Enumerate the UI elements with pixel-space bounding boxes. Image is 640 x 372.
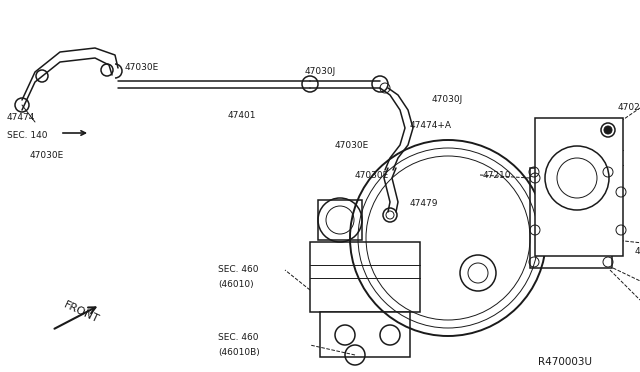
Circle shape: [604, 126, 612, 134]
Text: 47210: 47210: [483, 170, 511, 180]
Text: 47030E: 47030E: [30, 151, 64, 160]
Text: 47211: 47211: [635, 247, 640, 257]
Text: 47020B: 47020B: [618, 103, 640, 112]
Text: (46010): (46010): [218, 280, 253, 289]
FancyBboxPatch shape: [310, 242, 420, 312]
Text: (46010B): (46010B): [218, 349, 260, 357]
Text: SEC. 460: SEC. 460: [218, 334, 259, 343]
FancyBboxPatch shape: [530, 168, 612, 268]
Text: 47030E: 47030E: [125, 64, 159, 73]
Text: 47479: 47479: [410, 199, 438, 208]
Text: 47030J: 47030J: [305, 67, 336, 77]
Text: 47474+A: 47474+A: [410, 121, 452, 129]
Text: 47474: 47474: [7, 113, 35, 122]
Text: SEC. 140: SEC. 140: [7, 131, 47, 141]
Text: SEC. 460: SEC. 460: [218, 266, 259, 275]
FancyBboxPatch shape: [535, 118, 623, 256]
Text: R470003U: R470003U: [538, 357, 592, 367]
Text: 47401: 47401: [228, 110, 257, 119]
Text: 47030E: 47030E: [355, 170, 389, 180]
FancyBboxPatch shape: [318, 200, 362, 240]
Text: 47030J: 47030J: [432, 96, 463, 105]
FancyBboxPatch shape: [320, 312, 410, 357]
Text: FRONT: FRONT: [62, 299, 100, 324]
Text: 47030E: 47030E: [335, 141, 369, 150]
